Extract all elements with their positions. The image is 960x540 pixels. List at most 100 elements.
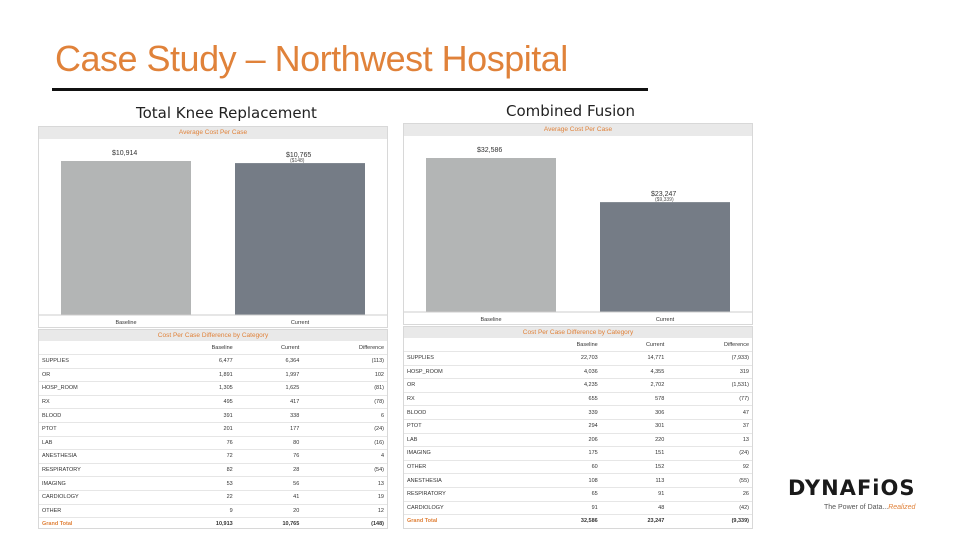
fusion-table-row: RX 655 578 (77) <box>404 392 752 407</box>
fusion-row-category: SUPPLIES <box>404 351 527 366</box>
fusion-row-value: 22,703 <box>526 351 601 366</box>
knee-row-category: RX <box>39 395 162 410</box>
fusion-row-category: OR <box>404 378 527 393</box>
knee-row-value: 20 <box>235 504 303 519</box>
knee-col-header: Difference <box>302 341 387 355</box>
knee-row-value: 28 <box>235 463 303 478</box>
knee-value-label-baseline: $10,914 <box>112 150 137 157</box>
fusion-row-value: 60 <box>526 460 601 475</box>
title-divider <box>52 88 648 91</box>
knee-table-row: BLOOD 391 338 6 <box>39 408 387 423</box>
knee-row-category: SUPPLIES <box>39 354 162 369</box>
fusion-row-value: 91 <box>526 501 601 516</box>
logo-tagline: The Power of Data...Realized <box>824 504 915 511</box>
fusion-table-row: BLOOD 339 306 47 <box>404 405 752 420</box>
panel-title-fusion: Combined Fusion <box>506 102 635 120</box>
knee-row-category: LAB <box>39 436 162 451</box>
fusion-table-row: IMAGING 175 151 (24) <box>404 446 752 461</box>
fusion-row-value: 113 <box>600 473 668 488</box>
knee-row-value: 9 <box>161 504 236 519</box>
fusion-bar-chart-svg: $32,586 Baseline $23,247 Current ($9,339) <box>404 147 752 323</box>
knee-table-row: IMAGING 53 56 13 <box>39 476 387 491</box>
fusion-diff-label: ($9,339) <box>655 197 674 203</box>
knee-grand-total-row: Grand Total 10,913 10,765 (148) <box>39 518 387 531</box>
fusion-row-value: 578 <box>600 392 668 407</box>
logo-wordmark: DYNAFiOS <box>788 476 916 500</box>
fusion-row-category: ANESTHESIA <box>404 473 527 488</box>
fusion-table: Baseline Current Difference SUPPLIES 22,703 1… <box>404 338 752 528</box>
fusion-row-value: 4,036 <box>526 365 601 380</box>
knee-row-value: 6,364 <box>235 354 303 369</box>
knee-table-row: SUPPLIES 6,477 6,364 (113) <box>39 354 387 369</box>
fusion-row-category: RX <box>404 392 527 407</box>
knee-row-value: (81) <box>302 381 387 396</box>
knee-row-category: CARDIOLOGY <box>39 490 162 505</box>
knee-header-row: Baseline Current Difference <box>39 341 387 355</box>
fusion-table-row: CARDIOLOGY 91 48 (42) <box>404 501 752 516</box>
knee-row-value: 1,891 <box>161 368 236 383</box>
knee-col-header <box>39 341 162 355</box>
fusion-row-category: Grand Total <box>407 518 438 525</box>
knee-row-value: 13 <box>302 476 387 491</box>
knee-row-category: OR <box>39 368 162 383</box>
fusion-value-label-baseline: $32,586 <box>477 147 502 154</box>
fusion-category-label-current: Current <box>656 317 675 323</box>
knee-row-value: 76 <box>161 436 236 451</box>
fusion-row-value: (24) <box>667 446 752 461</box>
knee-row-value: 80 <box>235 436 303 451</box>
fusion-bar-chart: Average Cost Per Case $32,586 Baseline $23… <box>403 123 753 325</box>
fusion-row-value: 152 <box>600 460 668 475</box>
fusion-row-category: OTHER <box>404 460 527 475</box>
knee-col-header: Current <box>235 341 303 355</box>
panel-title-knee: Total Knee Replacement <box>136 104 317 122</box>
fusion-table-row: OR 4,235 2,702 (1,531) <box>404 378 752 393</box>
knee-col-header: Baseline <box>161 341 236 355</box>
fusion-table-row: OTHER 60 152 92 <box>404 460 752 475</box>
knee-table-row: LAB 76 80 (16) <box>39 436 387 451</box>
knee-bar-chart-svg: $10,914 Baseline $10,765 Current ($148) <box>39 150 387 326</box>
knee-row-value: (54) <box>302 463 387 478</box>
fusion-col-header <box>404 338 527 352</box>
knee-row-value: 10,765 <box>282 521 300 528</box>
fusion-value-label-current: $23,247 <box>651 191 676 198</box>
knee-row-category: BLOOD <box>39 408 162 423</box>
fusion-header-row: Baseline Current Difference <box>404 338 752 352</box>
fusion-row-value: 4,235 <box>526 378 601 393</box>
slide-title: Case Study – Northwest Hospital <box>55 38 568 79</box>
knee-row-value: 82 <box>161 463 236 478</box>
knee-table-row: HOSP_ROOM 1,305 1,625 (81) <box>39 381 387 396</box>
knee-row-category: OTHER <box>39 504 162 519</box>
fusion-table-row: LAB 206 220 13 <box>404 433 752 448</box>
knee-row-category: PTOT <box>39 422 162 437</box>
fusion-category-label-baseline: Baseline <box>480 317 501 323</box>
knee-category-table: Cost Per Case Difference by Category Bas… <box>38 329 388 529</box>
knee-row-category: IMAGING <box>39 476 162 491</box>
knee-table: Baseline Current Difference SUPPLIES 6,477 6,… <box>39 341 387 531</box>
fusion-row-category: IMAGING <box>404 446 527 461</box>
knee-row-value: 41 <box>235 490 303 505</box>
knee-row-value: 102 <box>302 368 387 383</box>
knee-row-category: HOSP_ROOM <box>39 381 162 396</box>
knee-row-value: 417 <box>235 395 303 410</box>
knee-diff-label: ($148) <box>290 158 305 164</box>
fusion-row-value: 91 <box>600 487 668 502</box>
fusion-row-value: (42) <box>667 501 752 516</box>
knee-table-row: CARDIOLOGY 22 41 19 <box>39 490 387 505</box>
knee-value-label-current: $10,765 <box>286 152 311 159</box>
knee-row-category: ANESTHESIA <box>39 449 162 464</box>
fusion-row-value: 4,355 <box>600 365 668 380</box>
fusion-grand-total-row: Grand Total 32,586 23,247 (9,339) <box>404 515 752 528</box>
fusion-table-row: ANESTHESIA 108 113 (55) <box>404 473 752 488</box>
logo-tagline-text: The Power of Data... <box>824 504 889 511</box>
knee-table-row: RESPIRATORY 82 28 (54) <box>39 463 387 478</box>
knee-bar-baseline <box>61 161 191 315</box>
fusion-row-value: 14,771 <box>600 351 668 366</box>
knee-table-row: OTHER 9 20 12 <box>39 504 387 519</box>
fusion-row-value: 108 <box>526 473 601 488</box>
knee-row-category: RESPIRATORY <box>39 463 162 478</box>
fusion-col-header: Current <box>600 338 668 352</box>
fusion-col-header: Difference <box>667 338 752 352</box>
knee-row-category: Grand Total <box>42 521 73 528</box>
knee-row-value: 12 <box>302 504 387 519</box>
knee-row-value: 177 <box>235 422 303 437</box>
